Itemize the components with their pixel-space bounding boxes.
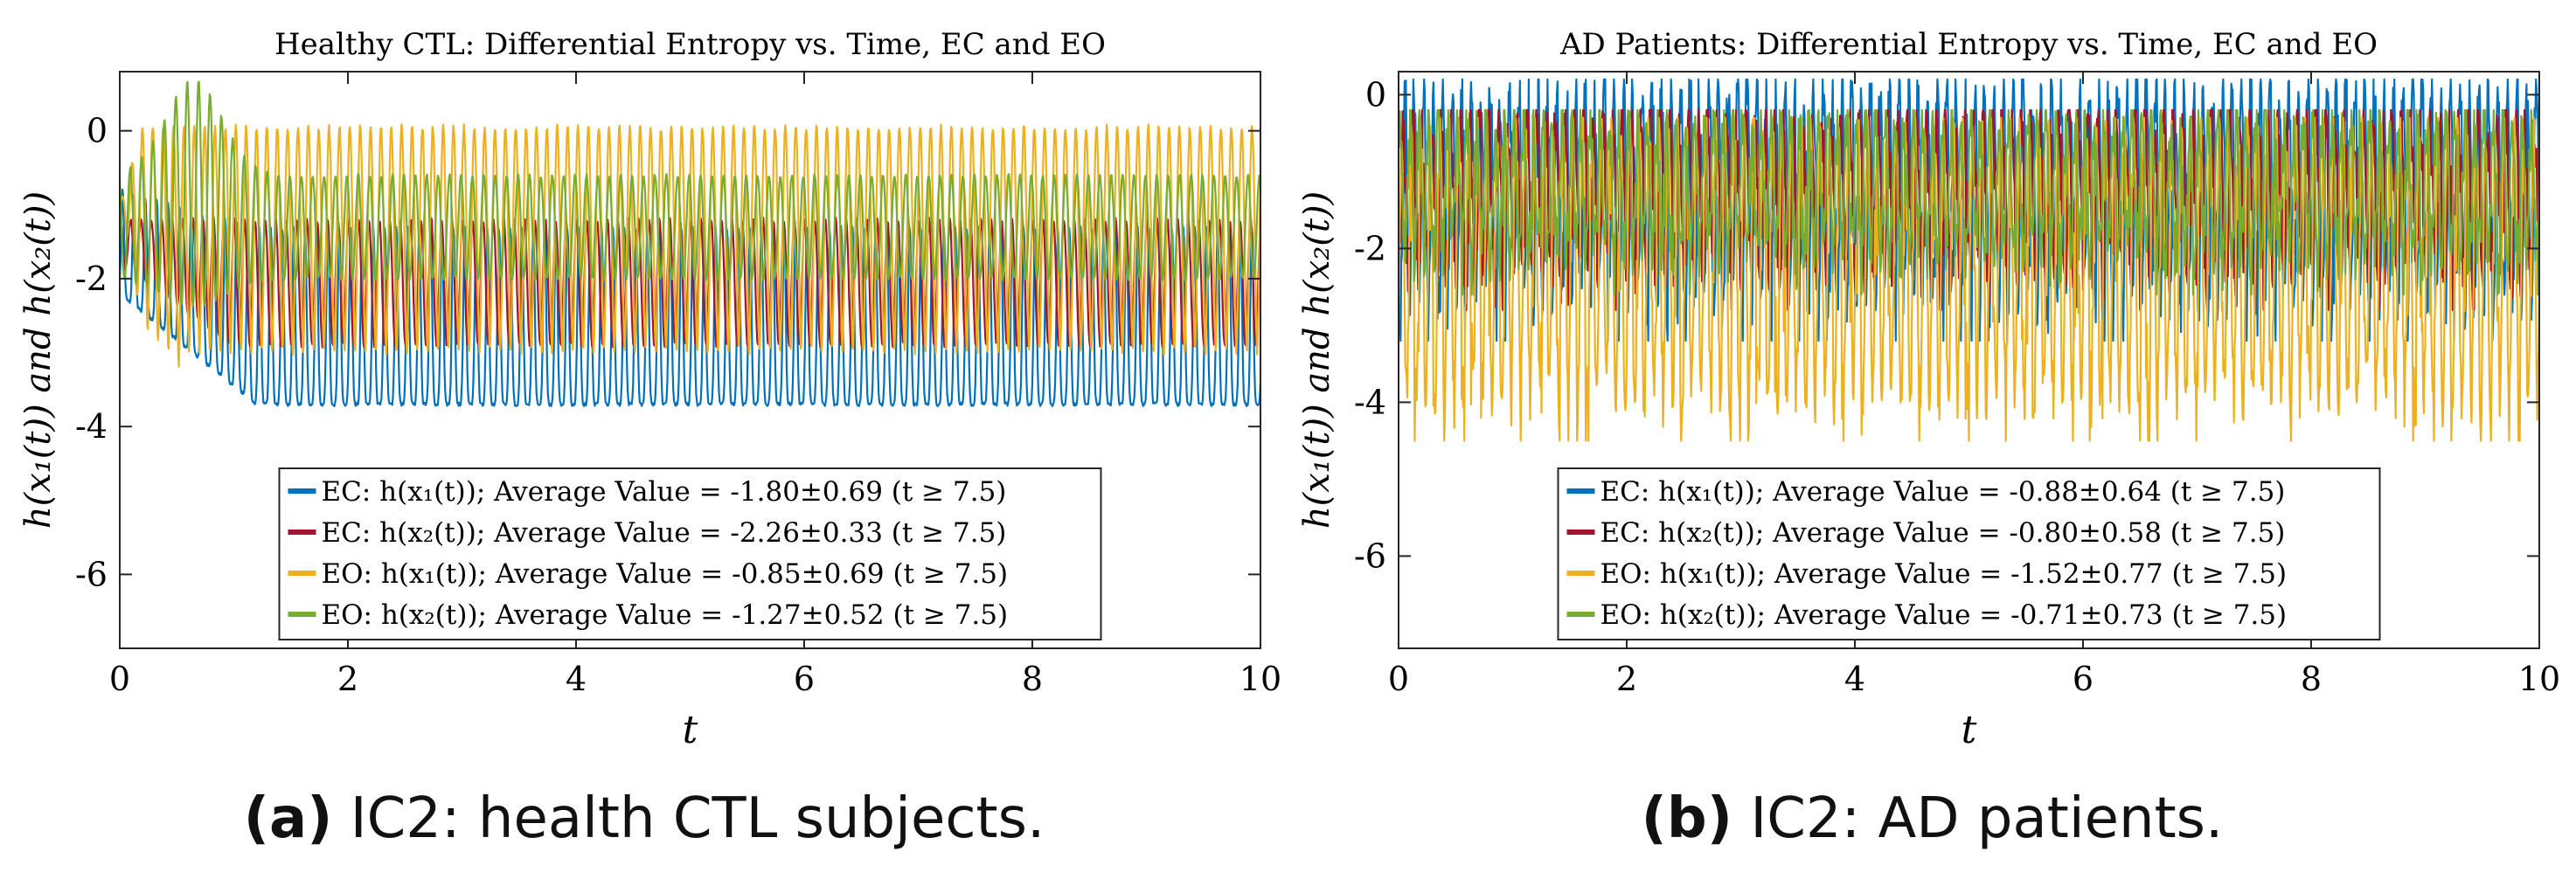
x-tick-label: 4 (566, 660, 587, 698)
x-tick-label: 8 (2301, 660, 2322, 698)
series-group (120, 80, 1260, 407)
caption-a-letter: (a) (243, 786, 333, 851)
y-tick-label: -2 (75, 260, 108, 298)
panel-a: Healthy CTL: Differential Entropy vs. Ti… (0, 27, 1288, 851)
legend-box (1557, 467, 2381, 640)
legend-label: EO: h(x₂(t)); Average Value = -1.27±0.52… (322, 599, 1009, 631)
series-line-4 (120, 80, 1260, 308)
x-axis-label: t (1962, 708, 1977, 752)
axes-box (1398, 71, 2540, 649)
series-line-3 (1399, 116, 2539, 442)
x-tick-label: 0 (1388, 660, 1409, 698)
x-tick-label: 10 (2518, 660, 2560, 698)
series-group (1399, 78, 2539, 442)
y-axis-label: h(x₁(t)) and h(x₂(t)) (1297, 191, 1337, 529)
y-tick-label: -6 (1354, 536, 1386, 575)
y-tick-label: 0 (87, 112, 108, 150)
legend-label: EO: h(x₂(t)); Average Value = -0.71±0.73… (1600, 599, 2288, 631)
chart-b: AD Patients: Differential Entropy vs. Ti… (1297, 27, 2560, 752)
legend-label: EO: h(x₁(t)); Average Value = -1.52±0.77… (1600, 558, 2288, 590)
legend-label: EO: h(x₁(t)); Average Value = -0.85±0.69… (322, 558, 1009, 590)
caption-a: (a) IC2: health CTL subjects. (0, 786, 1288, 851)
legend-label: EC: h(x₁(t)); Average Value = -1.80±0.69… (322, 476, 1007, 508)
panel-b: AD Patients: Differential Entropy vs. Ti… (1288, 0, 2576, 886)
caption-b: (b) IC2: AD patients. (1288, 786, 2576, 851)
y-tick-label: -6 (75, 555, 108, 593)
series-line-4 (1399, 108, 2539, 296)
y-axis-label: h(x₁(t)) and h(x₂(t)) (18, 191, 59, 529)
x-tick-label: 2 (337, 660, 358, 698)
chart-title: Healthy CTL: Differential Entropy vs. Ti… (274, 27, 1106, 62)
x-tick-label: 4 (1844, 660, 1865, 698)
x-tick-label: 6 (2073, 660, 2093, 698)
y-tick-label: 0 (1365, 75, 1386, 114)
x-tick-label: 0 (109, 660, 130, 698)
axes-box (119, 71, 1261, 649)
x-tick-label: 10 (1239, 660, 1281, 698)
chart-title: AD Patients: Differential Entropy vs. Ti… (1559, 27, 2378, 62)
caption-b-text: IC2: AD patients. (1732, 786, 2224, 851)
x-tick-label: 6 (794, 660, 815, 698)
legend-label: EC: h(x₁(t)); Average Value = -0.88±0.64… (1600, 476, 2286, 508)
y-tick-label: -4 (75, 407, 108, 446)
y-tick-label: -4 (1354, 383, 1386, 421)
y-tick-label: -2 (1354, 229, 1386, 267)
chart-a: Healthy CTL: Differential Entropy vs. Ti… (18, 27, 1281, 752)
x-tick-label: 2 (1616, 660, 1637, 698)
legend-box (278, 467, 1102, 640)
x-axis-label: t (683, 708, 698, 752)
legend-label: EC: h(x₂(t)); Average Value = -0.80±0.58… (1600, 517, 2286, 549)
x-tick-label: 8 (1022, 660, 1043, 698)
legend-label: EC: h(x₂(t)); Average Value = -2.26±0.33… (322, 517, 1007, 549)
caption-b-letter: (b) (1641, 786, 1732, 851)
caption-a-text: IC2: health CTL subjects. (332, 786, 1045, 851)
